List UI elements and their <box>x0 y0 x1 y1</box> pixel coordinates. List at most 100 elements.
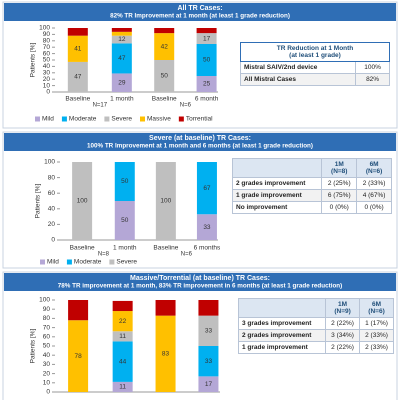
y-tick-label: 30 <box>43 70 51 77</box>
table-value: 2 (22%) <box>325 317 361 330</box>
table-title: TR Reduction at 1 Month <box>276 45 354 52</box>
column-n: (N=8) <box>331 168 348 175</box>
data-label: 22 <box>119 318 127 325</box>
y-tick-label: 80 <box>43 38 51 45</box>
panel-header <box>4 3 396 21</box>
data-label: 50 <box>121 217 129 224</box>
column-n: (N=6) <box>365 168 383 175</box>
column-header: 6M (N=6) <box>356 158 392 178</box>
x-tick-label: Baseline <box>65 96 90 103</box>
data-label: 33 <box>205 328 213 335</box>
bar-segment <box>154 60 175 92</box>
bar-segment <box>112 331 133 342</box>
data-label: 78 <box>74 353 82 360</box>
group-label: N=6 <box>180 103 192 109</box>
row-label: No improvement <box>231 201 323 214</box>
panel-subtitle: 82% TR Improvement at 1 month (at least … <box>110 13 290 20</box>
data-label: 50 <box>121 178 129 185</box>
panel-subtitle: 78% TR improvement at 1 month, 83% TR im… <box>58 283 342 290</box>
y-tick-label: 100 <box>39 297 50 304</box>
row-label: 3 grades improvement <box>237 317 327 330</box>
data-label: 17 <box>205 381 213 388</box>
y-tick-label: 100 <box>44 159 55 166</box>
bar-segment <box>67 61 88 92</box>
row-label: 1 grade improvement <box>237 341 327 354</box>
bar-segment <box>196 28 217 34</box>
table-row: 3 grades improvement 2 (22%) 1 (17%) <box>237 317 394 330</box>
table-value: 1 (17%) <box>359 317 394 330</box>
table-row: 1 grade improvement 2 (22%) 2 (33%) <box>237 341 394 354</box>
data-label: 50 <box>161 73 169 80</box>
data-label: 11 <box>119 333 126 340</box>
y-tick-label: 10 <box>43 380 51 387</box>
bar-segment <box>111 31 132 36</box>
data-label: 17 <box>203 35 211 42</box>
legend-label: Severe <box>111 116 132 123</box>
row-label: 2 grades improvement <box>237 329 327 342</box>
bar-segment <box>72 162 93 240</box>
table-row: All Mistral Cases 82% <box>239 73 390 86</box>
column-name: 1M <box>334 161 344 168</box>
table-row: Mistral SAIV/2nd device 100% <box>239 61 390 74</box>
y-tick-label: 70 <box>43 44 51 51</box>
bar-segment <box>67 35 88 62</box>
bar-segment <box>196 33 217 44</box>
table-corner <box>231 158 323 178</box>
y-tick-label: 100 <box>39 25 50 32</box>
data-label: 25 <box>203 81 211 88</box>
y-axis-label: Patients [%] <box>35 183 42 218</box>
bar-segment <box>155 315 176 392</box>
bar-segment <box>155 162 176 240</box>
table-value: 0 (0%) <box>321 201 358 214</box>
legend-label: Massive <box>147 116 171 123</box>
bar-segment <box>154 28 175 34</box>
column-n: (N=9) <box>334 308 351 315</box>
table-row: No improvement 0 (0%) 0 (0%) <box>231 201 392 214</box>
y-tick-label: 60 <box>43 50 51 57</box>
data-label: 47 <box>74 74 82 81</box>
data-label: 29 <box>118 79 126 86</box>
data-label: 41 <box>74 46 82 53</box>
table: TR Reduction at 1 Month (at least 1 grade… <box>239 42 390 86</box>
y-tick-label: 80 <box>43 315 51 322</box>
table-value: 100% <box>355 61 390 74</box>
table-value: 6 (75%) <box>321 189 358 202</box>
data-label: 42 <box>161 43 169 50</box>
bar-segment <box>198 300 219 316</box>
row-label: All Mistral Cases <box>239 73 357 86</box>
bar-segment <box>198 346 219 377</box>
panel-subtitle: 100% TR Improvement at 1 month and 6 mon… <box>87 143 313 150</box>
table: 1M (N=8) 6M (N=6) 2 grades improvement 2 (25%… <box>231 158 392 214</box>
row-label: 2 grades improvement <box>231 177 323 190</box>
x-tick-label: 6 month <box>195 96 219 103</box>
y-axis-label: Patients [%] <box>30 328 37 363</box>
y-tick-label: 0 <box>46 89 50 96</box>
panel-title: All TR Cases: <box>177 5 222 12</box>
column-name: 6M <box>372 301 382 308</box>
y-tick-label: 80 <box>48 174 56 181</box>
table-row: 1 grade improvement 6 (75%) 4 (67%) <box>231 189 392 202</box>
row-label: Mistral SAIV/2nd device <box>239 61 357 74</box>
data-label: 67 <box>203 185 211 192</box>
legend-swatch <box>104 116 110 122</box>
y-tick-label: 50 <box>43 343 51 350</box>
x-tick-label: 1 month <box>113 245 137 252</box>
table-value: 2 (22%) <box>325 341 361 354</box>
data-label: 100 <box>77 198 88 205</box>
legend-swatch <box>35 116 40 122</box>
table-value: 0 (0%) <box>356 201 392 214</box>
row-label: 1 grade improvement <box>231 189 323 202</box>
x-tick-label: Baseline <box>70 245 95 252</box>
x-tick-label: Baseline <box>152 96 177 103</box>
table-value: 2 (33%) <box>356 177 392 190</box>
group-label: N=6 <box>181 252 193 258</box>
y-tick-label: 70 <box>43 324 51 331</box>
y-tick-label: 20 <box>48 221 56 228</box>
y-tick-label: 0 <box>46 389 50 396</box>
bar-segment <box>111 35 132 44</box>
legend-swatch <box>66 259 72 265</box>
legend-swatch <box>109 259 115 265</box>
group-label: N=17 <box>93 103 108 109</box>
data-label: 33 <box>205 358 213 365</box>
data-label: 100 <box>160 198 171 205</box>
